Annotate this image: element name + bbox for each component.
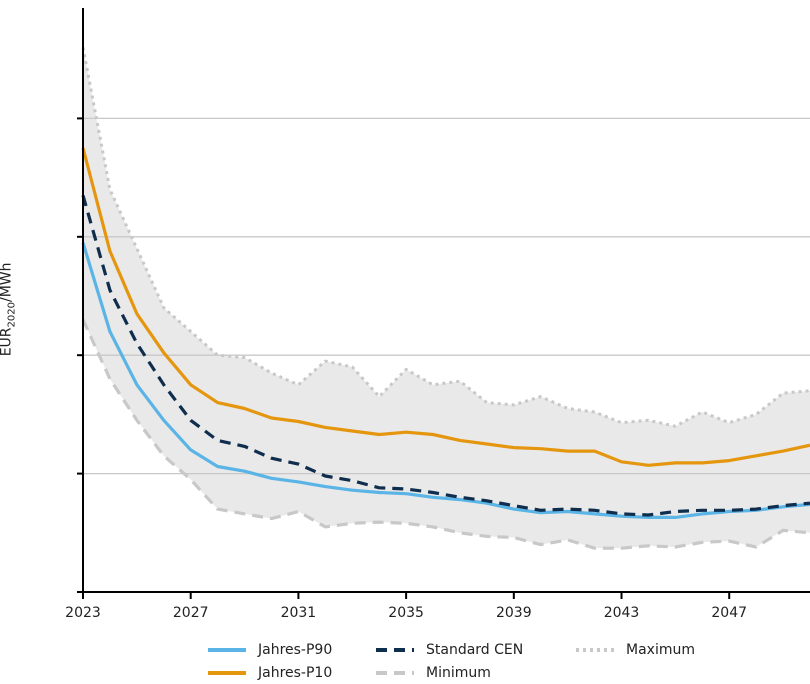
axes — [77, 8, 810, 599]
x-tick-label-2023: 2023 — [65, 605, 101, 621]
y-axis-label-sub: 2020 — [6, 302, 18, 328]
legend-swatch-jahres-p90 — [208, 648, 246, 652]
legend-swatch-maximum — [576, 648, 614, 652]
legend-swatch-standard-cen — [376, 648, 414, 652]
x-tick-labels: 2023 2027 2031 2035 2039 2043 2047 — [65, 605, 747, 621]
legend-item-maximum: Maximum — [576, 640, 695, 660]
x-tick-label-2039: 2039 — [496, 605, 532, 621]
grid-lines — [83, 117, 810, 475]
x-tick-label-2027: 2027 — [173, 605, 209, 621]
legend-label-minimum: Minimum — [426, 665, 491, 681]
legend-item-jahres-p10: Jahres-P10 — [208, 663, 332, 683]
series-line-minimum — [81, 319, 810, 550]
x-tick-label-2043: 2043 — [604, 605, 640, 621]
legend-label-maximum: Maximum — [626, 642, 695, 658]
legend-label-standard-cen: Standard CEN — [426, 642, 524, 658]
series-lines — [81, 47, 810, 550]
legend-item-jahres-p90: Jahres-P90 — [208, 640, 332, 660]
series-line-jahres-p10 — [81, 147, 810, 467]
min-max-band — [83, 47, 810, 549]
series-line-standard-cen — [81, 194, 810, 517]
legend: Jahres-P90 Standard CEN Maximum Jahres-P… — [208, 640, 728, 684]
legend-label-jahres-p90: Jahres-P90 — [258, 642, 333, 658]
x-tick-label-2035: 2035 — [388, 605, 424, 621]
legend-label-jahres-p10: Jahres-P10 — [258, 665, 333, 681]
y-axis-label-suffix: /MWh — [0, 262, 15, 303]
y-axis-label-base: EUR — [0, 327, 15, 357]
chart-svg: 2023 2027 2031 2035 2039 2043 2047 — [65, 8, 810, 621]
legend-swatch-minimum — [376, 671, 414, 675]
legend-item-minimum: Minimum — [376, 663, 491, 683]
series-line-jahres-p90 — [81, 242, 810, 519]
x-tick-label-2031: 2031 — [281, 605, 317, 621]
legend-swatch-jahres-p10 — [208, 671, 246, 675]
legend-item-standard-cen: Standard CEN — [376, 640, 523, 660]
x-tick-label-2047: 2047 — [711, 605, 747, 621]
